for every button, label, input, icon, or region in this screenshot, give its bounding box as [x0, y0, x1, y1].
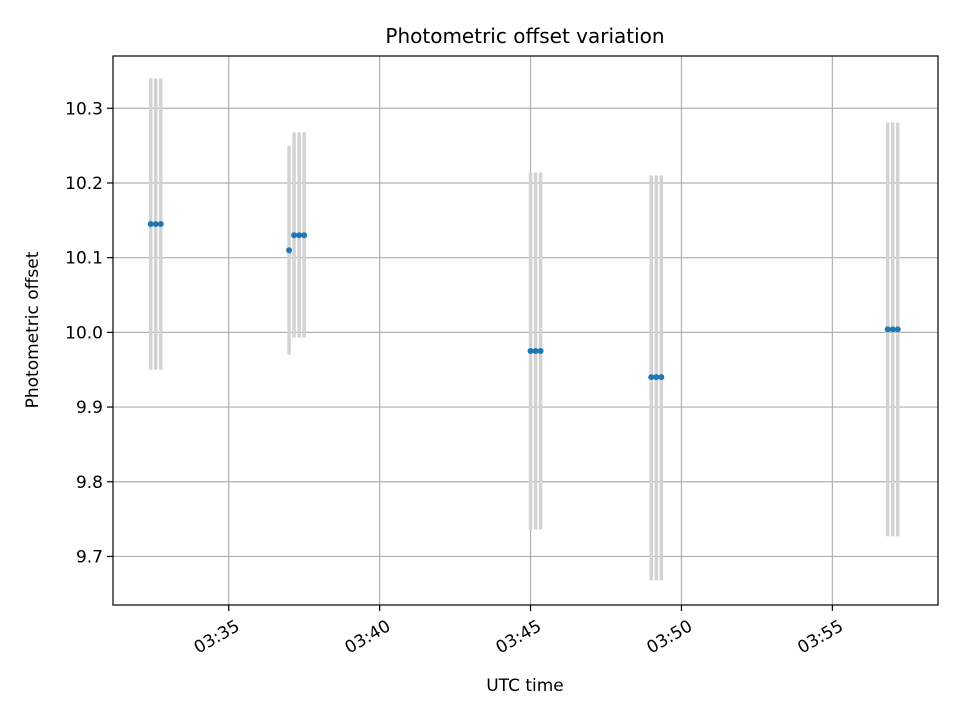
data-point — [296, 232, 303, 239]
y-tick-label: 10.1 — [65, 249, 103, 269]
data-point — [648, 374, 655, 381]
data-point — [532, 348, 539, 355]
data-point — [527, 348, 534, 355]
data-point — [157, 221, 164, 228]
y-axis-title: Photometric offset — [23, 251, 43, 408]
data-point — [147, 221, 154, 228]
chart-title: Photometric offset variation — [385, 24, 664, 48]
data-point — [301, 232, 308, 239]
x-axis-title: UTC time — [486, 676, 564, 696]
data-point — [537, 348, 544, 355]
y-axis-ticks: 9.7 9.8 9.9 10.0 10.1 10.2 10.3 — [65, 99, 113, 567]
data-point — [286, 247, 293, 254]
data-point — [658, 374, 665, 381]
y-tick-label: 9.8 — [76, 473, 103, 493]
data-points — [147, 221, 901, 381]
y-tick-label: 10.0 — [65, 323, 103, 343]
data-point — [291, 232, 298, 239]
data-point — [884, 326, 891, 333]
y-tick-label: 9.9 — [76, 398, 103, 418]
data-point — [894, 326, 901, 333]
y-tick-label: 9.7 — [76, 547, 103, 567]
y-tick-label: 10.3 — [65, 99, 103, 119]
plot-frame — [112, 55, 939, 606]
y-tick-label: 10.2 — [65, 174, 103, 194]
data-point — [653, 374, 660, 381]
data-point — [152, 221, 159, 228]
data-point — [889, 326, 896, 333]
